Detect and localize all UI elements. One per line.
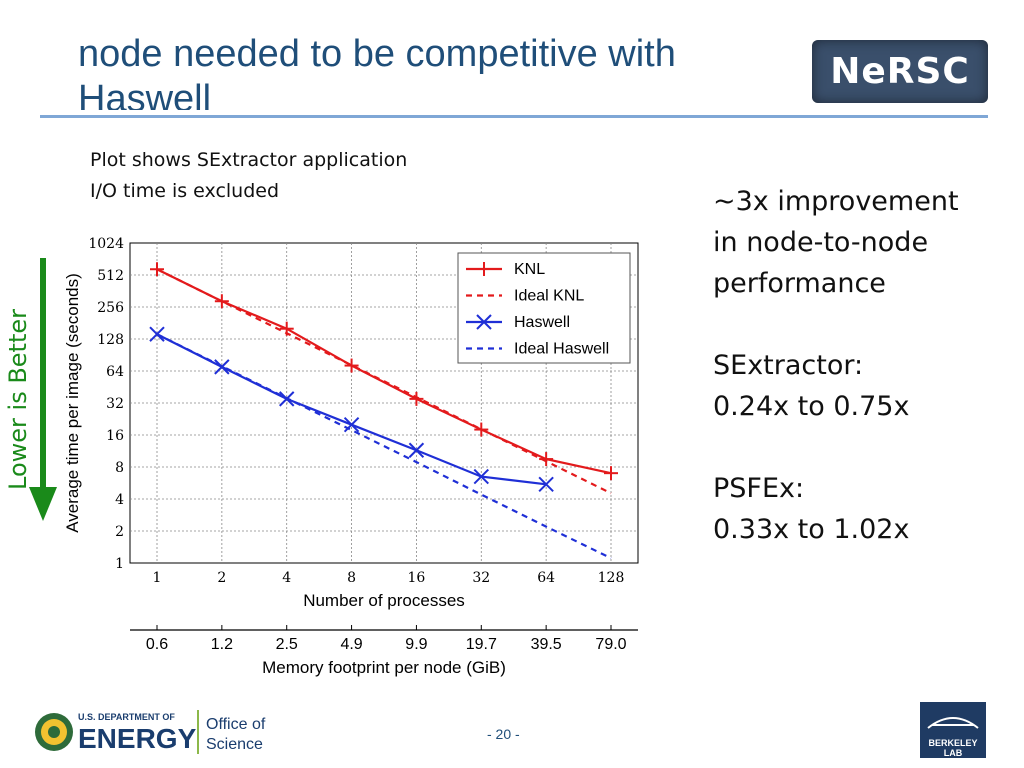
doe-logo: U.S. DEPARTMENT OF ENERGY Office of Scie…	[35, 710, 266, 754]
x-tick-label: 32	[472, 570, 490, 586]
title-line-2: Haswell	[78, 78, 212, 110]
legend-label: Ideal Haswell	[514, 341, 609, 358]
knl-point	[409, 391, 424, 406]
knl-point	[344, 358, 359, 373]
x-marker-b	[473, 468, 489, 485]
title-line-1: node needed to be competitive with	[78, 33, 676, 75]
side-text-4: SExtractor:	[713, 350, 864, 381]
y-tick-label: 32	[106, 396, 124, 412]
x-axis-ticks: 1 2 4 8 16 32 64 128	[153, 570, 625, 586]
haswell-point	[408, 442, 425, 458]
knl-point	[214, 294, 229, 309]
x-marker-b	[538, 476, 554, 493]
knl-point	[539, 452, 554, 467]
berkeley-lab-logo: BERKELEY LAB	[920, 702, 986, 758]
memory-axis: 0.6 1.2 2.5 4.9 9.9 19.7 39.5 79.0	[130, 625, 638, 653]
y-axis-label: Average time per image (seconds)	[63, 273, 82, 533]
knl-point	[474, 422, 489, 437]
berkeley-lab-label: BERKELEY LAB	[928, 738, 978, 758]
memory-axis-label: Memory footprint per node (GiB)	[262, 658, 506, 677]
y-tick-label: 128	[97, 332, 124, 348]
memory-tick-label: 79.0	[595, 636, 626, 653]
haswell-point	[538, 476, 554, 493]
haswell-point	[214, 359, 230, 375]
legend-box	[457, 252, 631, 364]
legend-label: KNL	[514, 261, 545, 278]
doe-logo-line2: ENERGY	[78, 723, 197, 754]
y-tick-label: 16	[106, 428, 124, 444]
side-text-2: in node-to-node	[713, 227, 929, 258]
legend-x-marker-b	[476, 314, 492, 330]
lower-is-better-label: Lower is Better	[4, 309, 32, 490]
x-tick-label: 1	[153, 570, 162, 586]
y-tick-label: 8	[115, 460, 124, 476]
x-tick-label: 128	[598, 570, 625, 586]
series-group	[149, 262, 618, 560]
y-tick-label: 512	[97, 268, 124, 284]
page-number: - 20 -	[487, 726, 520, 742]
down-arrow-icon	[29, 258, 57, 521]
x-tick-label: 2	[217, 570, 226, 586]
x-tick-label: 8	[347, 570, 356, 586]
series-line-ideal-haswell	[156, 333, 612, 560]
doe-logo-office2: Science	[206, 736, 263, 753]
x-tick-label: 4	[282, 570, 291, 586]
doe-logo-line1: U.S. DEPARTMENT OF	[78, 712, 175, 722]
y-tick-label: 4	[115, 492, 124, 508]
memory-tick-label: 4.9	[340, 636, 362, 653]
side-text-6: PSFEx:	[713, 473, 805, 504]
x-marker-b	[343, 416, 360, 433]
y-tick-label: 1024	[88, 236, 124, 252]
x-marker-b	[408, 442, 425, 458]
y-axis-ticks: 1 2 4 8 16 32 64 128 256 512 1024	[88, 236, 124, 572]
note-line-1: Plot shows SExtractor application	[90, 149, 408, 171]
memory-tick-label: 39.5	[531, 636, 562, 653]
series-line-ideal-knl	[156, 268, 612, 495]
memory-tick-label: 0.6	[146, 636, 168, 653]
x-axis-label: Number of processes	[303, 591, 465, 610]
note-line-2: I/O time is excluded	[90, 180, 280, 202]
y-tick-label: 64	[106, 364, 124, 380]
nersc-logo: NeRSC	[812, 40, 988, 103]
title-divider	[40, 115, 988, 118]
doe-logo-office1: Office of	[206, 716, 266, 733]
memory-tick-label: 2.5	[276, 636, 298, 653]
slide-title: node needed to be competitive with Haswe…	[78, 0, 676, 110]
memory-tick-label: 1.2	[211, 636, 233, 653]
haswell-point	[343, 416, 360, 433]
legend: KNL Ideal KNL Haswell Ideal Haswell	[457, 252, 631, 364]
berkeley-building-icon	[927, 717, 979, 729]
y-tick-label: 1	[115, 556, 124, 572]
y-tick-label: 256	[97, 300, 124, 316]
memory-tick-label: 9.9	[405, 636, 427, 653]
side-text-7: 0.33x to 1.02x	[713, 514, 910, 545]
side-text-5: 0.24x to 0.75x	[713, 391, 910, 422]
legend-label: Ideal KNL	[514, 288, 584, 305]
x-tick-label: 16	[408, 570, 426, 586]
knl-point	[604, 466, 618, 481]
side-text-1: ~3x improvement	[713, 186, 959, 217]
y-tick-label: 2	[115, 524, 124, 540]
title-area: node needed to be competitive with Haswe…	[0, 0, 800, 110]
legend-label: Haswell	[514, 314, 570, 331]
x-marker-b	[214, 359, 230, 375]
haswell-point	[473, 468, 489, 485]
memory-tick-label: 19.7	[466, 636, 497, 653]
side-text-3: performance	[713, 268, 886, 299]
lower-is-better-indicator: Lower is Better	[4, 309, 32, 490]
x-tick-label: 64	[537, 570, 555, 586]
performance-chart: 1 2 4 8 16 32 64 128 256 512 1024 1 2 4 8 16 32 64 128 KN…	[63, 236, 639, 677]
